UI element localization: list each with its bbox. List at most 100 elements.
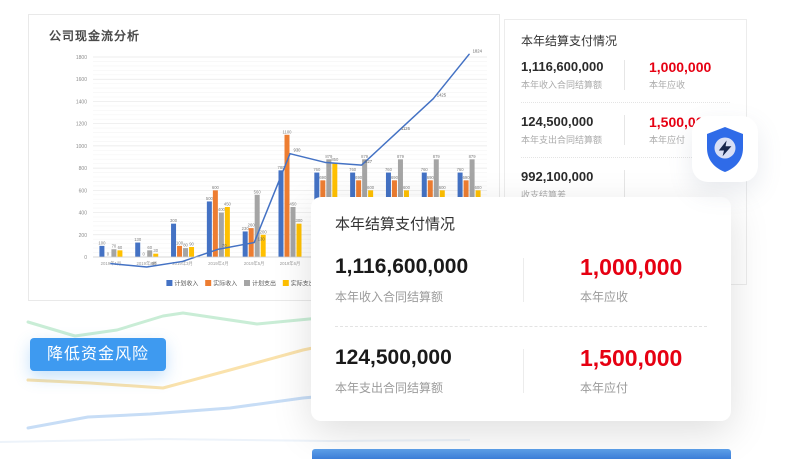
payable-label: 本年应付 [649,135,686,145]
svg-text:1200: 1200 [76,122,87,128]
expense-settled-label: 本年支出合同结算额 [521,135,603,145]
svg-text:0: 0 [107,252,110,257]
svg-text:690: 690 [319,175,327,180]
receivable-value: 1,000,000 [649,59,712,75]
svg-text:600: 600 [212,185,220,190]
svg-text:100: 100 [176,240,184,245]
svg-text:70: 70 [112,244,117,249]
shield-lightning-icon [707,126,743,172]
svg-text:690: 690 [391,175,399,180]
svg-text:300: 300 [170,218,178,223]
popup-income-settled-label: 本年收入合同结算额 [335,290,444,304]
summary-row-income: 1,116,600,000 本年收入合同结算额 1,000,000 本年应收 [521,59,730,91]
column-divider [523,348,524,393]
svg-text:800: 800 [79,166,88,172]
balance-value: 992,100,000 [521,169,594,184]
svg-text:879: 879 [433,154,441,159]
column-divider [624,60,625,90]
svg-text:879: 879 [361,154,369,159]
svg-text:2019年3月: 2019年3月 [172,260,193,267]
settlement-detail-popup: 本年结算支付情况 1,116,600,000 本年收入合同结算额 1,000,0… [311,197,731,421]
svg-text:450: 450 [224,202,232,207]
svg-text:1400: 1400 [76,99,87,105]
popup-expense-settled-value: 124,500,000 [335,346,452,369]
svg-text:70: 70 [222,243,227,248]
svg-text:600: 600 [475,185,483,190]
svg-text:600: 600 [367,185,375,190]
svg-text:1800: 1800 [76,55,87,61]
svg-text:60: 60 [118,245,123,250]
svg-text:760: 760 [421,167,429,172]
svg-text:实际收入: 实际收入 [213,280,237,288]
svg-text:600: 600 [403,185,411,190]
svg-text:760: 760 [457,167,465,172]
svg-text:200: 200 [260,229,268,234]
risk-shield-badge [692,116,758,182]
svg-text:690: 690 [427,175,435,180]
svg-text:879: 879 [397,154,405,159]
svg-text:计划支出: 计划支出 [252,280,276,288]
popup-payable-label: 本年应付 [580,381,629,395]
svg-text:400: 400 [79,211,88,217]
svg-text:2019年5月: 2019年5月 [244,260,265,267]
dotted-separator [521,102,730,103]
svg-text:760: 760 [349,167,357,172]
svg-text:450: 450 [290,202,298,207]
svg-text:300: 300 [296,218,304,223]
svg-text:1100: 1100 [282,129,292,134]
popup-expense-settled-label: 本年支出合同结算额 [335,381,444,395]
receivable-label: 本年应收 [649,80,686,90]
svg-text:260: 260 [248,223,256,228]
svg-text:90: 90 [189,242,194,247]
svg-text:0: 0 [143,252,146,257]
dotted-separator [521,157,730,158]
svg-text:-90: -90 [150,261,157,266]
svg-text:500: 500 [206,196,214,201]
svg-text:80: 80 [183,243,188,248]
popup-receivable-value: 1,000,000 [580,254,683,280]
popup-receivable-label: 本年应收 [580,290,629,304]
svg-text:1824: 1824 [473,48,483,53]
svg-text:200: 200 [79,233,88,239]
balance-label: 收支结算差 [521,190,567,200]
next-card-edge [312,449,731,459]
svg-text:100: 100 [98,240,106,245]
svg-text:760: 760 [313,167,321,172]
svg-text:实际支出: 实际支出 [291,280,315,288]
popup-row-expense: 124,500,000 本年支出合同结算额 1,500,000 本年应付 [335,345,707,396]
svg-text:560: 560 [254,189,262,194]
svg-text:计划收入: 计划收入 [174,280,198,288]
cashflow-card-title: 公司现金流分析 [49,29,141,43]
summary-panel-title: 本年结算支付情况 [521,34,618,48]
svg-text:690: 690 [463,175,471,180]
svg-text:2019年6月: 2019年6月 [280,260,301,267]
svg-text:2019年4月: 2019年4月 [208,260,229,267]
popup-row-income: 1,116,600,000 本年收入合同结算额 1,000,000 本年应收 [335,254,707,305]
svg-text:600: 600 [79,188,88,194]
svg-text:0: 0 [84,255,87,261]
svg-text:600: 600 [439,185,447,190]
svg-text:1425: 1425 [437,93,447,98]
popup-payable-value: 1,500,000 [580,345,683,371]
dashed-separator [335,326,707,327]
summary-row-balance: 992,100,000 收支结算差 [521,169,730,201]
income-settled-value: 1,116,600,000 [521,59,604,74]
column-divider [624,115,625,145]
svg-text:879: 879 [469,154,477,159]
svg-text:130: 130 [258,237,266,242]
svg-text:780: 780 [278,165,286,170]
reduce-risk-tag[interactable]: 降低资金风险 [30,338,167,371]
column-divider [624,170,625,200]
svg-text:230: 230 [242,226,250,231]
popup-income-settled-value: 1,116,600,000 [335,255,469,278]
svg-text:1126: 1126 [401,126,411,131]
svg-text:930: 930 [294,148,302,153]
popup-title: 本年结算支付情况 [335,216,456,233]
svg-text:400: 400 [218,207,226,212]
svg-text:827: 827 [365,159,373,164]
svg-text:1600: 1600 [76,77,87,83]
svg-text:850: 850 [331,157,339,162]
expense-settled-value: 124,500,000 [521,114,594,129]
income-settled-label: 本年收入合同结算额 [521,80,603,90]
